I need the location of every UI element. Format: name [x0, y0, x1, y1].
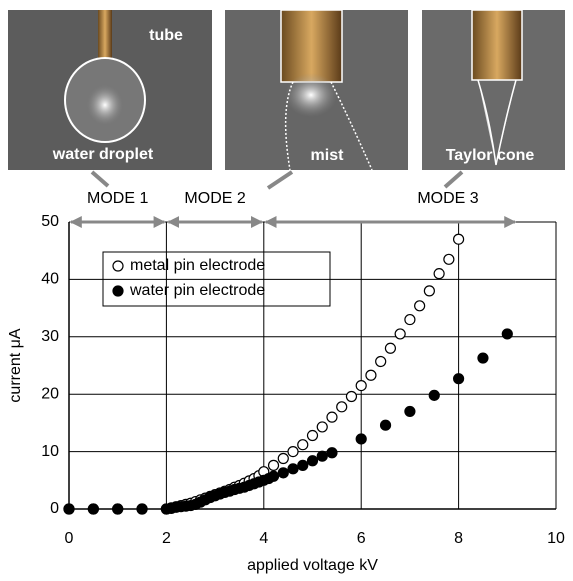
photo-caption: Taylor cone — [446, 147, 535, 164]
data-point — [308, 456, 318, 466]
data-point — [269, 460, 279, 470]
x-tick-label: 4 — [259, 530, 268, 547]
photo-caption: water droplet — [52, 146, 154, 163]
data-point — [88, 504, 98, 514]
legend-label: water pin electrode — [129, 282, 265, 299]
data-point — [454, 374, 464, 384]
x-axis-label: applied voltage kV — [247, 557, 378, 574]
y-tick-label: 10 — [41, 443, 59, 460]
x-tick-label: 2 — [162, 530, 171, 547]
data-point — [278, 468, 288, 478]
x-tick-label: 0 — [65, 530, 74, 547]
photo-mist: mist — [225, 10, 408, 170]
legend-marker — [113, 286, 123, 296]
data-point — [137, 504, 147, 514]
figure: tube water droplet mist Taylor cone 0 10 2… — [0, 0, 573, 581]
data-point — [317, 422, 327, 432]
data-point — [415, 301, 425, 311]
data-point — [278, 453, 288, 463]
data-point — [424, 286, 434, 296]
y-tick-label: 0 — [50, 500, 59, 517]
legend-label: metal pin electrode — [130, 257, 265, 274]
data-point — [444, 254, 454, 264]
data-point — [429, 390, 439, 400]
data-point — [381, 420, 391, 430]
data-point — [308, 431, 318, 441]
data-point — [376, 356, 386, 366]
x-tick-label: 10 — [547, 530, 565, 547]
photo-caption: tube — [149, 27, 183, 44]
data-point — [288, 464, 298, 474]
data-point — [298, 440, 308, 450]
data-point — [337, 402, 347, 412]
y-tick-label: 20 — [41, 385, 59, 402]
data-point — [113, 504, 123, 514]
data-point — [298, 460, 308, 470]
photo-taylor-cone: Taylor cone — [422, 10, 565, 170]
photo-caption: mist — [311, 147, 345, 164]
data-point — [356, 434, 366, 444]
data-point — [502, 329, 512, 339]
data-point — [327, 412, 337, 422]
legend-marker — [113, 261, 123, 271]
data-point — [64, 504, 74, 514]
data-point — [395, 329, 405, 339]
data-point — [317, 451, 327, 461]
y-tick-label: 40 — [41, 271, 59, 288]
connectors — [92, 172, 462, 188]
data-point — [478, 353, 488, 363]
data-point — [454, 234, 464, 244]
x-tick-label: 6 — [357, 530, 366, 547]
photo-droplet: tube water droplet — [8, 10, 212, 170]
data-point — [356, 381, 366, 391]
data-point — [327, 448, 337, 458]
y-axis-label: current μA — [7, 328, 24, 402]
x-tick-label: 8 — [454, 530, 463, 547]
data-point — [385, 343, 395, 353]
data-point — [288, 447, 298, 457]
mode-label: MODE 3 — [417, 190, 478, 207]
data-point — [434, 269, 444, 279]
y-tick-label: 50 — [41, 213, 59, 230]
mode-label: MODE 2 — [184, 190, 245, 207]
mode-label: MODE 1 — [87, 190, 148, 207]
data-point — [405, 406, 415, 416]
y-tick-label: 30 — [41, 328, 59, 345]
data-point — [405, 315, 415, 325]
data-point — [269, 471, 279, 481]
data-point — [346, 391, 356, 401]
data-point — [366, 370, 376, 380]
